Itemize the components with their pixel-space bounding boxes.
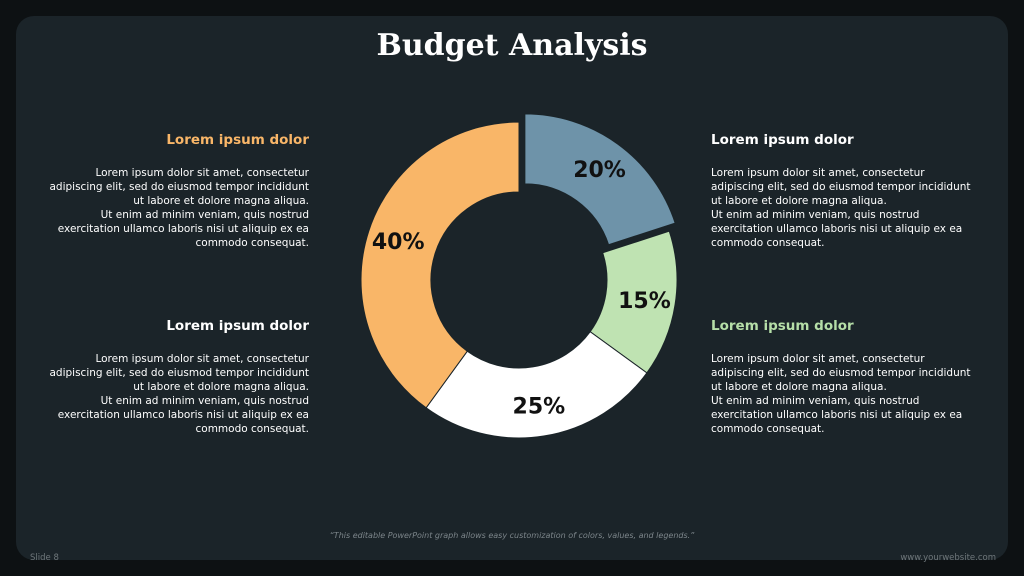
body-line: adipiscing elit, sed do eiusmod tempor i… [711, 181, 971, 193]
block-heading: Lorem ipsum dolor [711, 132, 854, 148]
body-line: Ut enim ad minim veniam, quis nostrud [100, 395, 309, 407]
text-block-top-right: Lorem ipsum dolor Lorem ipsum dolor sit … [711, 132, 973, 250]
body-line: Lorem ipsum dolor sit amet, consectetur [711, 353, 925, 365]
body-line: adipiscing elit, sed do eiusmod tempor i… [49, 367, 309, 379]
body-line: ut labore et dolore magna aliqua. [711, 195, 887, 207]
body-line: Ut enim ad minim veniam, quis nostrud [100, 209, 309, 221]
body-line: exercitation ullamco laboris nisi ut ali… [711, 409, 963, 421]
body-line: adipiscing elit, sed do eiusmod tempor i… [711, 367, 971, 379]
slice-label-1: 20% [573, 158, 626, 183]
body-line: ut labore et dolore magna aliqua. [133, 195, 309, 207]
slide-background [16, 16, 1008, 560]
body-line: commodo consequat. [195, 237, 310, 249]
website-url: www.yourwebsite.com [900, 553, 996, 563]
body-line: exercitation ullamco laboris nisi ut ali… [57, 223, 309, 235]
body-line: Ut enim ad minim veniam, quis nostrud [711, 395, 920, 407]
text-block-top-left: Lorem ipsum dolor Lorem ipsum dolor sit … [47, 132, 309, 250]
donut-slice-3 [425, 331, 648, 439]
slide-number: Slide 8 [30, 553, 59, 563]
footnote: “This editable PowerPoint graph allows e… [329, 531, 695, 540]
body-line: Lorem ipsum dolor sit amet, consectetur [95, 167, 309, 179]
body-line: commodo consequat. [711, 423, 825, 435]
body-line: Lorem ipsum dolor sit amet, consectetur [711, 167, 925, 179]
slice-label-4: 40% [372, 230, 425, 255]
text-block-bottom-left: Lorem ipsum dolor Lorem ipsum dolor sit … [47, 318, 309, 436]
text-block-bottom-right: Lorem ipsum dolor Lorem ipsum dolor sit … [711, 318, 973, 436]
block-body: Lorem ipsum dolor sit amet, consectetur … [711, 352, 973, 436]
body-line: Ut enim ad minim veniam, quis nostrud [711, 209, 920, 221]
body-line: Lorem ipsum dolor sit amet, consectetur [95, 353, 309, 365]
body-line: ut labore et dolore magna aliqua. [133, 381, 309, 393]
slide-title: Budget Analysis [376, 28, 648, 63]
block-heading: Lorem ipsum dolor [166, 318, 309, 334]
donut-slice-1 [524, 113, 676, 246]
block-heading: Lorem ipsum dolor [166, 132, 309, 148]
slice-label-2: 15% [618, 289, 671, 314]
donut-slice-4 [360, 121, 520, 409]
block-body: Lorem ipsum dolor sit amet, consectetur … [711, 166, 973, 250]
block-body: Lorem ipsum dolor sit amet, consectetur … [47, 166, 309, 250]
body-line: exercitation ullamco laboris nisi ut ali… [711, 223, 963, 235]
body-line: adipiscing elit, sed do eiusmod tempor i… [49, 181, 309, 193]
block-heading: Lorem ipsum dolor [711, 318, 854, 334]
body-line: commodo consequat. [195, 423, 310, 435]
slice-label-3: 25% [513, 394, 566, 419]
body-line: ut labore et dolore magna aliqua. [711, 381, 887, 393]
block-body: Lorem ipsum dolor sit amet, consectetur … [47, 352, 309, 436]
body-line: commodo consequat. [711, 237, 825, 249]
body-line: exercitation ullamco laboris nisi ut ali… [57, 409, 309, 421]
